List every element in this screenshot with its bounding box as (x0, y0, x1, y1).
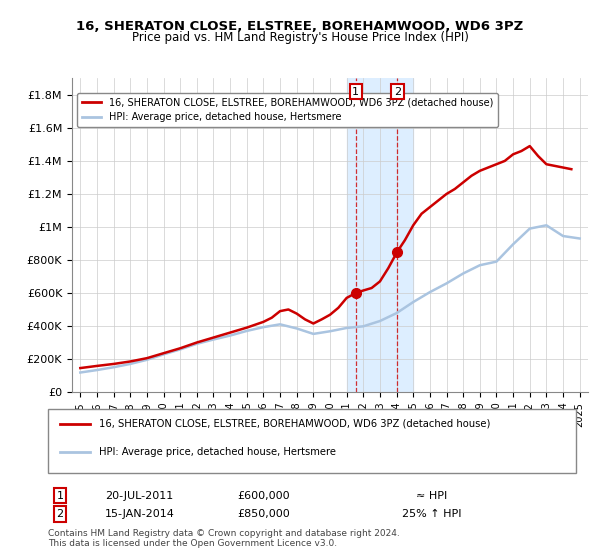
Text: Price paid vs. HM Land Registry's House Price Index (HPI): Price paid vs. HM Land Registry's House … (131, 31, 469, 44)
Text: Contains HM Land Registry data © Crown copyright and database right 2024.
This d: Contains HM Land Registry data © Crown c… (48, 529, 400, 548)
Text: 15-JAN-2014: 15-JAN-2014 (105, 509, 175, 519)
Text: HPI: Average price, detached house, Hertsmere: HPI: Average price, detached house, Hert… (99, 447, 336, 457)
Text: 16, SHERATON CLOSE, ELSTREE, BOREHAMWOOD, WD6 3PZ: 16, SHERATON CLOSE, ELSTREE, BOREHAMWOOD… (76, 20, 524, 32)
Text: 2: 2 (394, 87, 401, 97)
Text: £850,000: £850,000 (238, 509, 290, 519)
Bar (347, 78, 413, 392)
Text: ≈ HPI: ≈ HPI (416, 491, 448, 501)
Text: £600,000: £600,000 (238, 491, 290, 501)
Text: 1: 1 (56, 491, 64, 501)
Text: 16, SHERATON CLOSE, ELSTREE, BOREHAMWOOD, WD6 3PZ (detached house): 16, SHERATON CLOSE, ELSTREE, BOREHAMWOOD… (99, 419, 490, 428)
Text: 20-JUL-2011: 20-JUL-2011 (105, 491, 173, 501)
Legend: 16, SHERATON CLOSE, ELSTREE, BOREHAMWOOD, WD6 3PZ (detached house), HPI: Average: 16, SHERATON CLOSE, ELSTREE, BOREHAMWOOD… (77, 92, 498, 127)
Text: 1: 1 (352, 87, 359, 97)
Text: 25% ↑ HPI: 25% ↑ HPI (402, 509, 462, 519)
Text: 2: 2 (56, 509, 64, 519)
